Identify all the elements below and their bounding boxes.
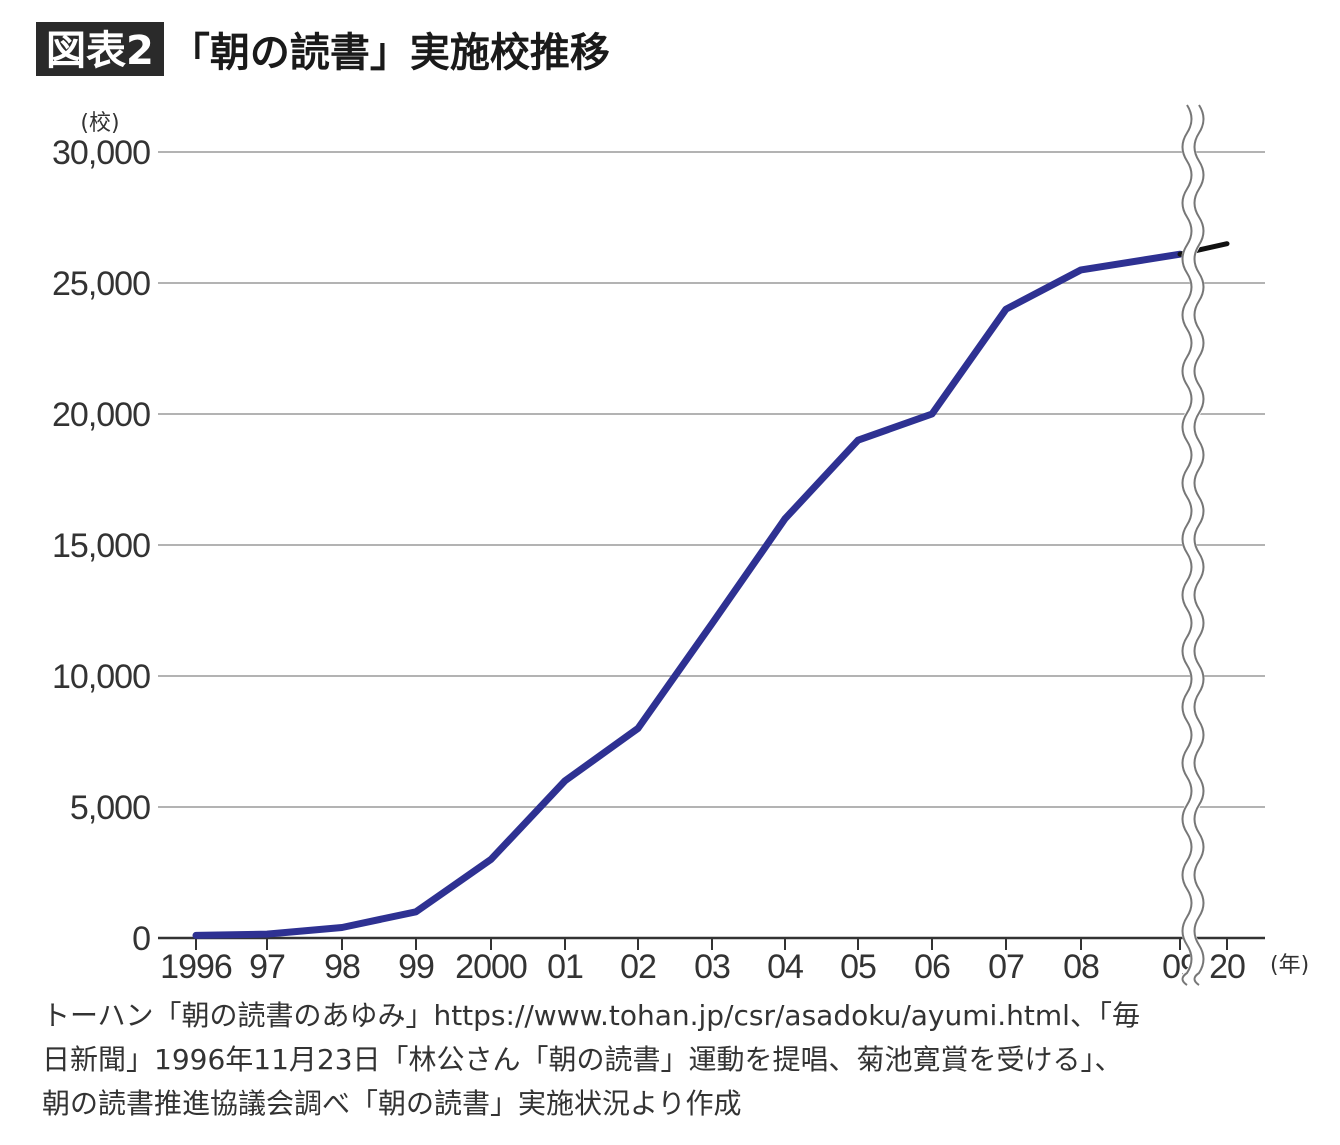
source-note: トーハン「朝の読書のあゆみ」https://www.tohan.jp/csr/a… <box>42 994 1312 1126</box>
source-line-1: トーハン「朝の読書のあゆみ」https://www.tohan.jp/csr/a… <box>42 999 1140 1032</box>
x-tick-label: 2000 <box>455 948 527 986</box>
y-tick-label: 15,000 <box>52 527 150 565</box>
x-tick-label: 06 <box>914 948 950 986</box>
chart-header: 図表2 「朝の読書」実施校推移 <box>36 20 610 78</box>
x-tick-label: 20 <box>1209 948 1245 986</box>
x-tick-label: 1996 <box>160 948 232 986</box>
chart-title: 「朝の読書」実施校推移 <box>169 30 610 76</box>
x-tick-label: 05 <box>840 948 876 986</box>
series-line-1 <box>192 250 1184 939</box>
y-tick-label: 5,000 <box>70 789 150 827</box>
x-tick-label: 98 <box>324 948 360 986</box>
line-chart: 0 5,000 10,000 15,000 20,000 25,000 30,000(校) 1… <box>52 101 1310 991</box>
source-line-2: 日新聞」1996年11月23日「林公さん「朝の読書」運動を提唱、菊池寛賞を受ける… <box>42 1043 1123 1076</box>
y-tick-label: 20,000 <box>52 396 150 434</box>
x-tick-label: 01 <box>547 948 583 986</box>
x-tick-label: 04 <box>767 948 803 986</box>
x-tick-label: 97 <box>249 948 285 986</box>
x-tick-label: 08 <box>1063 948 1099 986</box>
y-tick-label: 10,000 <box>52 658 150 696</box>
axis-break-line <box>1193 104 1205 986</box>
y-axis-label: (校) <box>80 111 119 136</box>
figure-badge: 図表2 <box>36 22 164 76</box>
y-tick-label: 25,000 <box>52 265 150 303</box>
y-tick-label: 30,000 <box>52 134 150 172</box>
x-tick-label: 02 <box>620 948 656 986</box>
x-tick-label: 99 <box>398 948 434 986</box>
x-tick-label: 03 <box>694 948 730 986</box>
axis-break-marker <box>1181 101 1205 991</box>
y-tick-label: 0 <box>132 920 150 958</box>
x-axis-label: (年) <box>1270 953 1309 978</box>
axis-break-gap <box>1181 101 1205 991</box>
x-tick-label: 07 <box>988 948 1024 986</box>
axis-break-line <box>1181 104 1193 986</box>
source-line-3: 朝の読書推進協議会調べ「朝の読書」実施状況より作成 <box>42 1087 742 1120</box>
